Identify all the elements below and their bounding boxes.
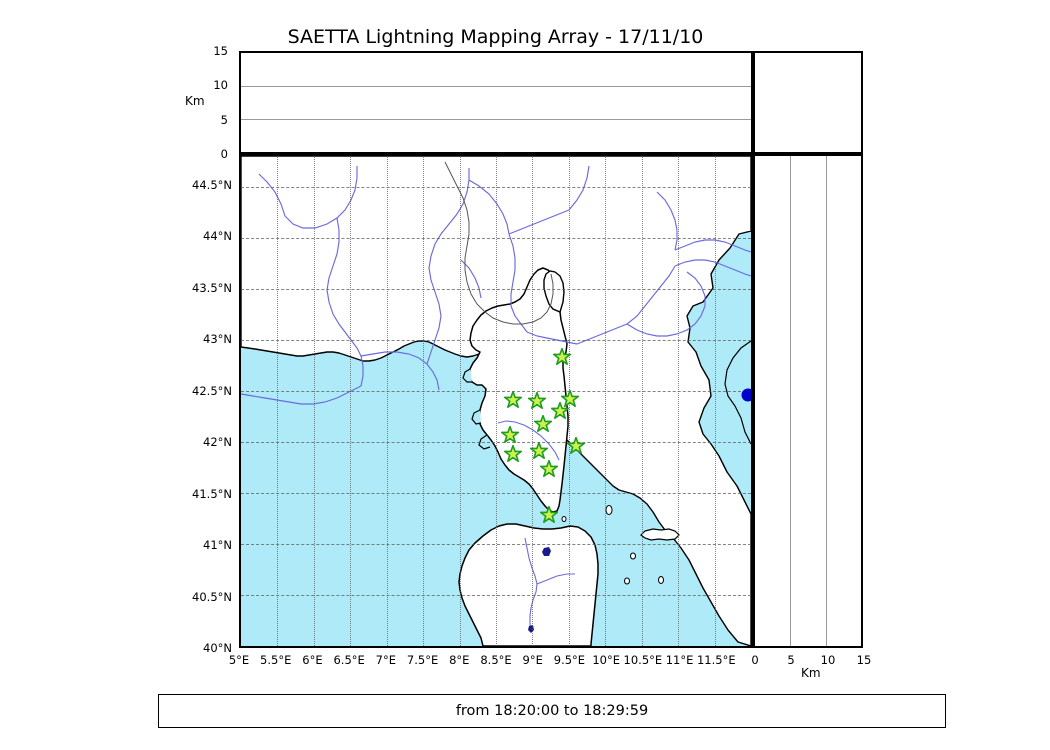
tick-range-15: 15 xyxy=(856,653,872,667)
gridline-lon-5.5 xyxy=(277,156,279,646)
gridline-lon-8 xyxy=(459,156,461,646)
range-altitude-panel[interactable] xyxy=(753,154,863,648)
tick-lon-5: 5°E xyxy=(228,653,250,667)
tick-lat-41: 41°N xyxy=(203,538,232,553)
gridline-lat-42.5 xyxy=(241,390,751,392)
gridline-lon-6 xyxy=(313,156,315,646)
gridline-lon-11 xyxy=(678,156,680,646)
tick-lon-11: 11°E xyxy=(665,653,694,667)
gridline-lon-10.5 xyxy=(641,156,643,646)
tick-lon-6: 6°E xyxy=(302,653,323,667)
tick-alt-0: 0 xyxy=(220,147,228,161)
tick-lon-9: 9°E xyxy=(522,653,543,667)
gridline-lon-6.5 xyxy=(350,156,352,646)
gridline-lon-10 xyxy=(605,156,607,646)
tick-lon-9.5: 9.5°E xyxy=(553,653,586,667)
tick-alt-5: 5 xyxy=(220,113,228,127)
altitude-range-panel[interactable] xyxy=(753,51,863,154)
tick-lon-11.5: 11.5°E xyxy=(696,653,736,667)
map-clip xyxy=(241,156,751,646)
blue-marker[interactable] xyxy=(741,388,751,402)
tick-lat-44.5: 44.5°N xyxy=(192,177,232,192)
tick-lon-7.5: 7.5°E xyxy=(406,653,439,667)
tick-lat-42.5: 42.5°N xyxy=(192,383,232,398)
map-panel[interactable] xyxy=(239,154,753,648)
tick-lon-10.5: 10.5°E xyxy=(623,653,663,667)
tick-lon-8.5: 8.5°E xyxy=(480,653,512,667)
gridline-lat-43 xyxy=(241,339,751,341)
gridline-lon-8.5 xyxy=(496,156,497,646)
altitude-time-panel[interactable] xyxy=(239,51,753,154)
gridline-lon-7.5 xyxy=(423,156,425,646)
tick-range-0: 0 xyxy=(751,653,759,667)
gridline-lat-41.5 xyxy=(241,492,751,494)
gridline-lat-44.5 xyxy=(241,186,751,188)
gridline-lat-40.5 xyxy=(241,594,751,596)
gridline-range-5 xyxy=(790,156,792,646)
tick-lon-7: 7°E xyxy=(375,653,397,667)
tick-lat-44: 44°N xyxy=(203,229,232,244)
page-title: SAETTA Lightning Mapping Array - 17/11/1… xyxy=(287,26,704,48)
tick-lon-6.5: 6.5°E xyxy=(333,653,365,667)
tick-lon-5.5: 5.5°E xyxy=(260,653,292,667)
axis-label-range-km: Km xyxy=(801,666,821,680)
gridline-lat-43.5 xyxy=(241,288,751,290)
gridline-lat-44 xyxy=(241,237,751,239)
tick-lon-8: 8°E xyxy=(449,653,470,667)
gridline-lat-41 xyxy=(241,543,751,545)
gridline-alt-10 xyxy=(241,85,751,87)
gridline-lat-42 xyxy=(241,441,751,443)
status-text: from 18:20:00 to 18:29:59 xyxy=(455,703,649,719)
tick-lon-10: 10°E xyxy=(592,653,620,667)
gridline-range-10 xyxy=(825,156,827,646)
tick-lat-43: 43°N xyxy=(203,332,232,347)
gridline-lon-7 xyxy=(386,156,388,646)
tick-lat-40.5: 40.5°N xyxy=(192,589,232,604)
status-bar[interactable]: from 18:20:00 to 18:29:59 xyxy=(158,694,946,728)
gridline-lon-11.5 xyxy=(714,156,716,646)
axis-label-altitude-km: Km xyxy=(185,94,205,108)
tick-range-5: 5 xyxy=(787,653,795,667)
tick-lat-40: 40°N xyxy=(203,641,232,655)
tick-alt-10: 10 xyxy=(213,78,228,92)
tick-lat-42: 42°N xyxy=(203,435,232,450)
tick-range-10: 10 xyxy=(820,653,836,667)
tick-lat-43.5: 43.5°N xyxy=(192,280,232,295)
tick-alt-15: 15 xyxy=(213,44,228,58)
tick-lat-41.5: 41.5°N xyxy=(192,486,232,501)
gridline-alt-5 xyxy=(241,118,751,120)
